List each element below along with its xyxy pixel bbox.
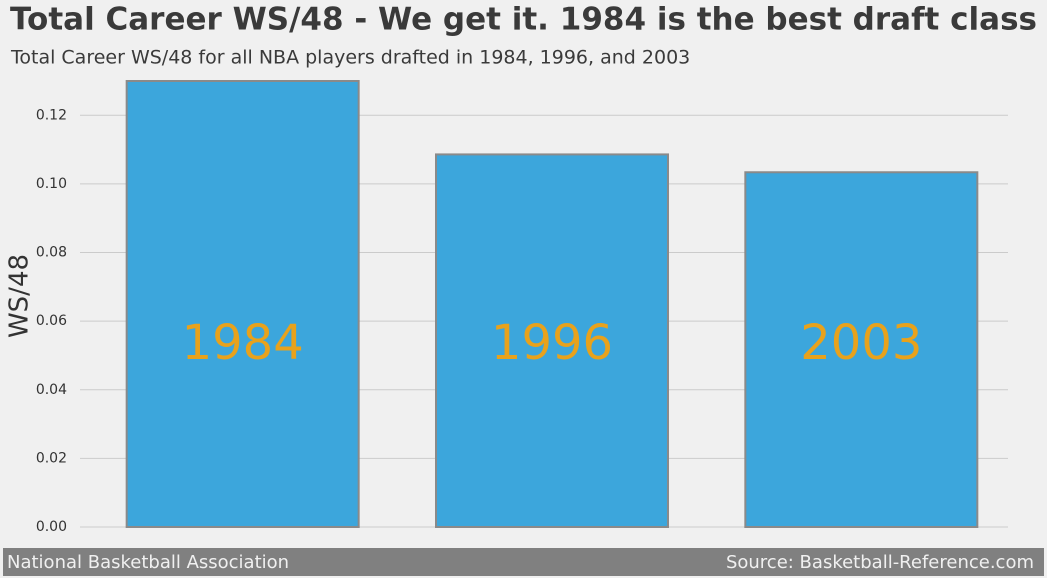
footer-bar [3, 548, 1044, 576]
chart-subtitle: Total Career WS/48 for all NBA players d… [10, 47, 690, 69]
bar-category-label: 1996 [491, 315, 613, 371]
bar-category-label: 1984 [182, 315, 304, 371]
bar [125, 80, 360, 528]
y-tick-label: 0.04 [36, 382, 67, 398]
y-tick-label: 0.12 [36, 107, 67, 123]
footer-left: National Basketball Association [7, 552, 289, 573]
bar [435, 153, 669, 528]
y-tick-label: 0.08 [36, 245, 67, 261]
y-tick-label: 0.00 [36, 519, 67, 535]
footer-right: Source: Basketball-Reference.com [726, 552, 1034, 573]
y-tick-label: 0.10 [36, 176, 67, 192]
bar [744, 171, 979, 529]
bar-category-label: 2003 [800, 315, 922, 371]
y-axis-label: WS/48 [5, 254, 35, 338]
chart-title: Total Career WS/48 - We get it. 1984 is … [10, 2, 1037, 38]
y-tick-label: 0.02 [36, 450, 67, 466]
y-tick-label: 0.06 [36, 313, 67, 329]
